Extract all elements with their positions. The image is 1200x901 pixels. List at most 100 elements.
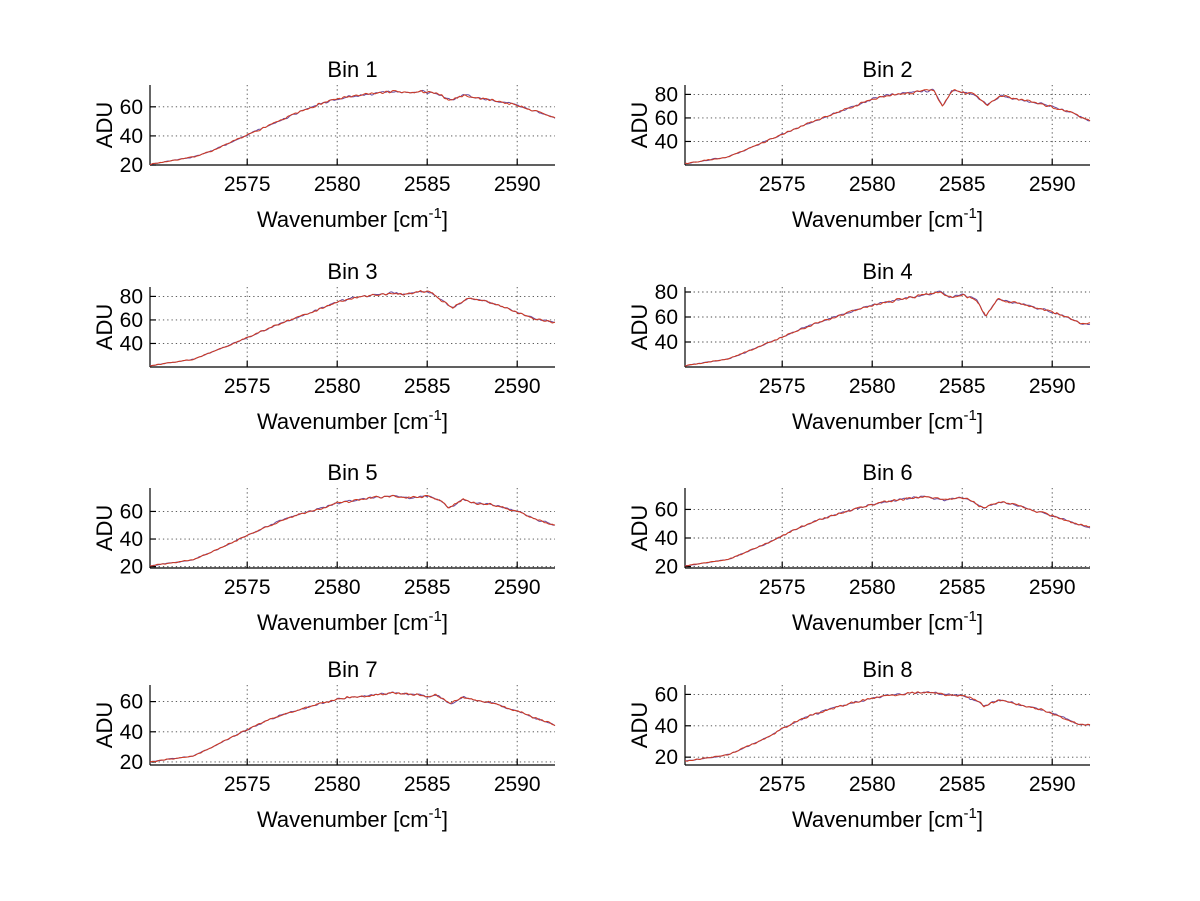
y-tick-label: 20 bbox=[120, 556, 143, 579]
y-tick-label: 60 bbox=[120, 309, 143, 332]
subplot-bin-7: 20 40 60 2575 2580 2585 2590 Bin 7 ADU Wavenumber… bbox=[96, 657, 556, 857]
x-tick-label: 2580 bbox=[314, 173, 361, 196]
subplot-title: Bin 8 bbox=[862, 657, 912, 682]
y-tick-label: 40 bbox=[120, 721, 143, 744]
subplot-canvas: 20 40 60 2575 2580 2585 2590 Bin 6 ADU Wavenumber… bbox=[631, 460, 1091, 635]
y-axis-label: ADU bbox=[631, 702, 652, 748]
x-axis-label: Wavenumber [cm-1] bbox=[257, 407, 448, 434]
y-tick-label: 80 bbox=[655, 281, 678, 304]
subplot-title: Bin 4 bbox=[862, 259, 912, 284]
x-tick-label: 2590 bbox=[1029, 576, 1076, 599]
y-tick-label: 20 bbox=[120, 751, 143, 774]
x-axis-label: Wavenumber [cm-1] bbox=[792, 205, 983, 232]
y-tick-label: 40 bbox=[655, 527, 678, 550]
x-tick-label: 2580 bbox=[849, 773, 896, 796]
x-axis-label: Wavenumber [cm-1] bbox=[792, 407, 983, 434]
spectrum-line-top bbox=[684, 291, 1091, 367]
subplot-title: Bin 7 bbox=[327, 657, 377, 682]
x-tick-label: 2590 bbox=[1029, 173, 1076, 196]
y-tick-label: 60 bbox=[120, 500, 143, 523]
spectrum-line-under bbox=[685, 495, 1091, 566]
x-tick-label: 2590 bbox=[494, 576, 541, 599]
y-tick-label: 40 bbox=[120, 125, 143, 148]
x-tick-label: 2585 bbox=[404, 375, 451, 398]
spectrum-line-top bbox=[684, 89, 1091, 165]
subplot-bin-8: 20 40 60 2575 2580 2585 2590 Bin 8 ADU Wavenumber… bbox=[631, 657, 1091, 857]
x-tick-label: 2585 bbox=[404, 173, 451, 196]
spectrum-line-under bbox=[149, 691, 556, 763]
x-tick-label: 2575 bbox=[759, 173, 806, 196]
y-tick-label: 60 bbox=[655, 107, 678, 130]
x-tick-label: 2575 bbox=[224, 375, 271, 398]
x-axis-label: Wavenumber [cm-1] bbox=[792, 805, 983, 832]
x-axis-label: Wavenumber [cm-1] bbox=[257, 608, 448, 635]
x-tick-label: 2575 bbox=[759, 773, 806, 796]
subplot-bin-6: 20 40 60 2575 2580 2585 2590 Bin 6 ADU Wavenumber… bbox=[631, 460, 1091, 660]
spectrum-line-top bbox=[149, 691, 556, 763]
x-tick-label: 2585 bbox=[939, 576, 986, 599]
subplot-title: Bin 2 bbox=[862, 57, 912, 82]
subplot-canvas: 20 40 60 2575 2580 2585 2590 Bin 8 ADU Wavenumber… bbox=[631, 657, 1091, 832]
y-tick-label: 20 bbox=[120, 154, 143, 177]
x-axis-label: Wavenumber [cm-1] bbox=[792, 608, 983, 635]
x-tick-label: 2580 bbox=[314, 773, 361, 796]
subplot-canvas: 20 40 60 2575 2580 2585 2590 Bin 7 ADU Wavenumber… bbox=[96, 657, 556, 832]
y-axis-label: ADU bbox=[96, 505, 117, 551]
spectrum-line-top bbox=[684, 691, 1091, 762]
y-tick-label: 60 bbox=[120, 96, 143, 119]
y-axis-label: ADU bbox=[631, 304, 652, 350]
subplot-bin-5: 20 40 60 2575 2580 2585 2590 Bin 5 ADU Wavenumber… bbox=[96, 460, 556, 660]
x-axis-label: Wavenumber [cm-1] bbox=[257, 805, 448, 832]
spectrum-line-top bbox=[149, 494, 556, 567]
spectrum-line-under bbox=[684, 290, 1091, 367]
x-tick-label: 2575 bbox=[759, 576, 806, 599]
subplot-title: Bin 1 bbox=[327, 57, 377, 82]
x-tick-label: 2585 bbox=[939, 773, 986, 796]
y-tick-label: 80 bbox=[655, 83, 678, 106]
subplot-canvas: 20 40 60 2575 2580 2585 2590 Bin 1 ADU Wavenumber… bbox=[96, 57, 556, 232]
y-tick-label: 40 bbox=[655, 715, 678, 738]
y-tick-label: 20 bbox=[655, 556, 678, 579]
subplot-title: Bin 3 bbox=[327, 259, 377, 284]
subplot-title: Bin 6 bbox=[862, 460, 912, 485]
y-axis-label: ADU bbox=[96, 702, 117, 748]
spectrum-line-under bbox=[149, 89, 556, 165]
x-tick-label: 2575 bbox=[224, 173, 271, 196]
subplot-bin-3: 40 60 80 2575 2580 2585 2590 Bin 3 ADU Wavenumber… bbox=[96, 259, 556, 459]
subplot-canvas: 20 40 60 2575 2580 2585 2590 Bin 5 ADU Wavenumber… bbox=[96, 460, 556, 635]
x-tick-label: 2575 bbox=[759, 375, 806, 398]
spectrum-line-under bbox=[149, 290, 555, 367]
x-tick-label: 2590 bbox=[1029, 375, 1076, 398]
x-tick-label: 2575 bbox=[224, 576, 271, 599]
x-tick-label: 2580 bbox=[314, 375, 361, 398]
x-tick-label: 2590 bbox=[494, 173, 541, 196]
y-tick-label: 60 bbox=[655, 498, 678, 521]
y-tick-label: 60 bbox=[120, 691, 143, 714]
x-tick-label: 2590 bbox=[494, 375, 541, 398]
subplot-title: Bin 5 bbox=[327, 460, 377, 485]
spectrum-line-top bbox=[149, 89, 556, 166]
x-tick-label: 2590 bbox=[1029, 773, 1076, 796]
y-tick-label: 40 bbox=[655, 331, 678, 354]
x-tick-label: 2580 bbox=[849, 576, 896, 599]
y-axis-label: ADU bbox=[96, 102, 117, 148]
x-tick-label: 2580 bbox=[849, 375, 896, 398]
subplot-bin-1: 20 40 60 2575 2580 2585 2590 Bin 1 ADU Wavenumber… bbox=[96, 57, 556, 257]
spectrum-line-top bbox=[149, 290, 556, 367]
x-tick-label: 2585 bbox=[939, 375, 986, 398]
y-axis-label: ADU bbox=[96, 304, 117, 350]
y-axis-label: ADU bbox=[631, 102, 652, 148]
x-tick-label: 2580 bbox=[314, 576, 361, 599]
spectrum-line-top bbox=[684, 495, 1091, 567]
y-tick-label: 60 bbox=[655, 306, 678, 329]
y-tick-label: 40 bbox=[655, 130, 678, 153]
x-axis-label: Wavenumber [cm-1] bbox=[257, 205, 448, 232]
y-tick-label: 20 bbox=[655, 746, 678, 769]
y-tick-label: 40 bbox=[120, 332, 143, 355]
x-tick-label: 2585 bbox=[404, 773, 451, 796]
y-tick-label: 40 bbox=[120, 528, 143, 551]
